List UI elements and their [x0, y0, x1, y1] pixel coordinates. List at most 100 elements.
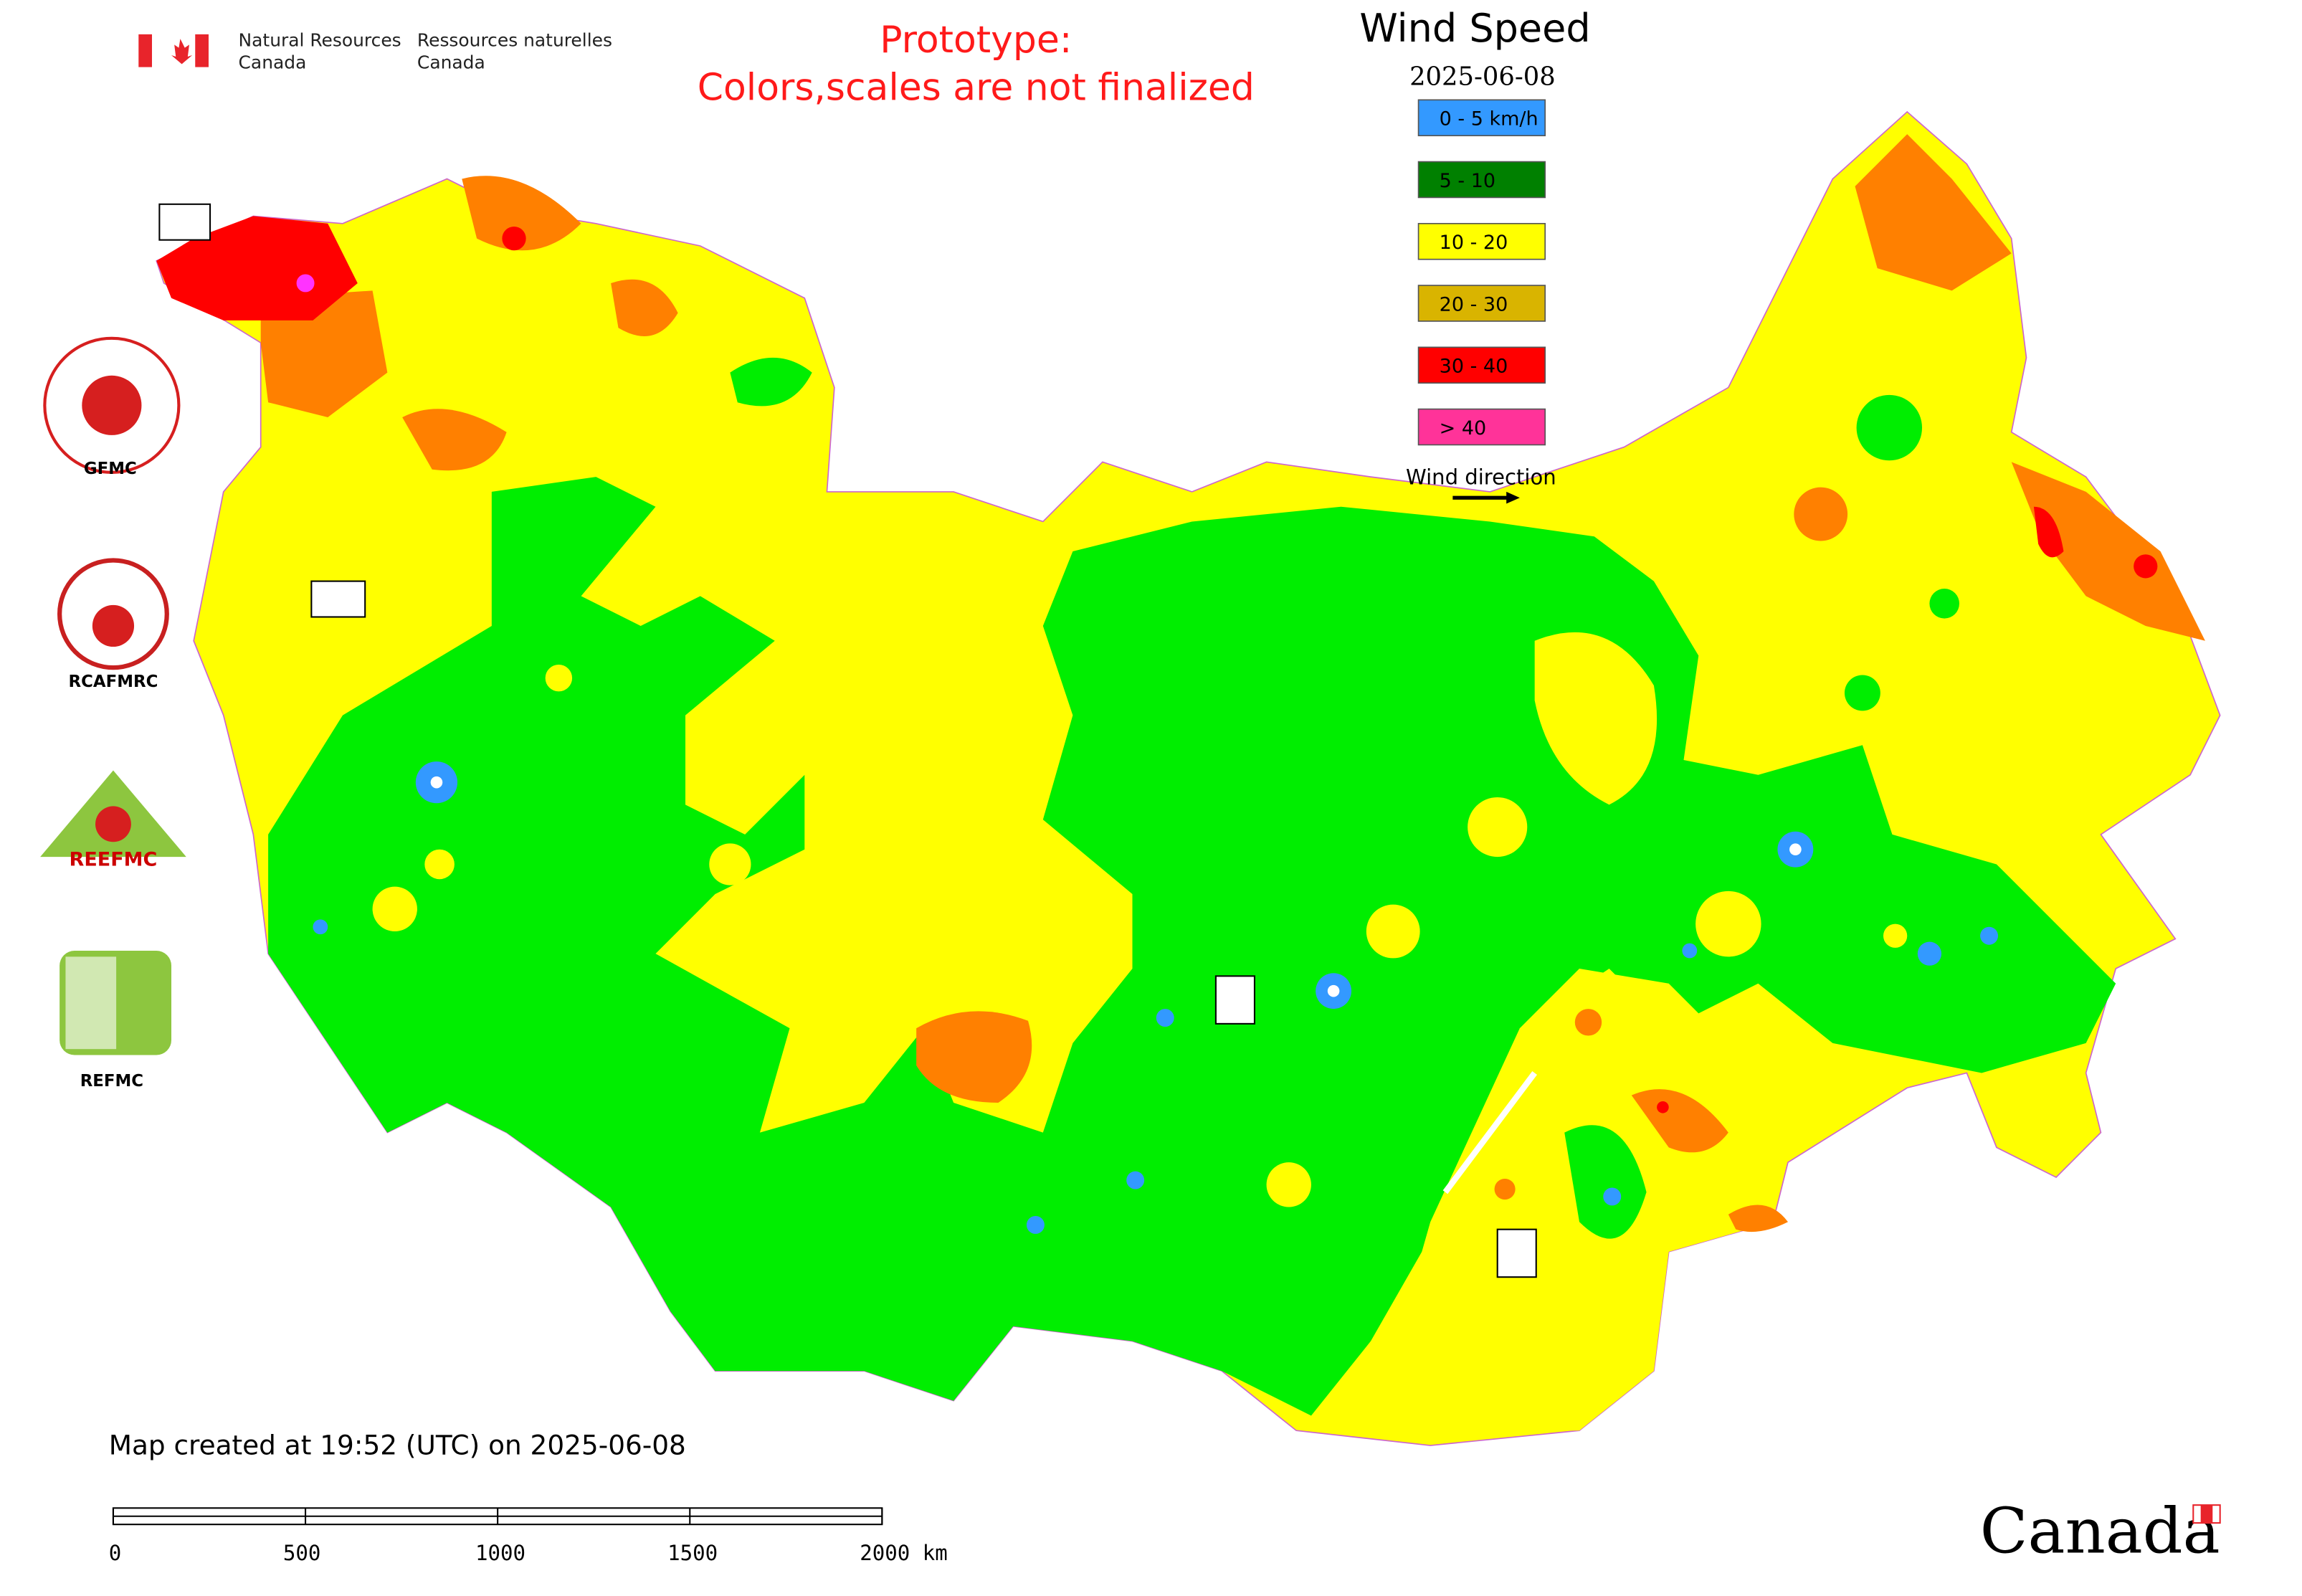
map-spot — [1789, 843, 1802, 856]
scale-label: 1000 — [475, 1541, 525, 1565]
map-spot — [313, 919, 328, 935]
marker — [158, 203, 211, 241]
legend-swatch — [1417, 285, 1546, 322]
lake — [1442, 1070, 1537, 1194]
map-spot — [1468, 797, 1528, 858]
legend-title: Wind Speed — [1359, 6, 1590, 51]
map-spot — [1844, 675, 1880, 711]
region-orange — [916, 1011, 1032, 1103]
map-spot — [1603, 1187, 1622, 1206]
legend-label: 5 - 10 — [1440, 170, 1495, 192]
map-spot — [430, 776, 443, 789]
map-spot — [709, 843, 751, 885]
map-spot — [908, 640, 939, 671]
agency-en: Natural Resources — [239, 29, 401, 50]
map — [156, 110, 2221, 1446]
map-spot — [1574, 1009, 1602, 1036]
map-spot — [1266, 1162, 1311, 1207]
map-spot — [1883, 923, 1908, 948]
notice: Colors,scales are not finalized — [698, 66, 1255, 109]
region-orange — [1855, 134, 2012, 291]
region-orange — [1631, 1089, 1728, 1153]
map-spot — [1682, 943, 1698, 959]
scale-bar: 0 500 1000 1500 2000 km — [109, 1507, 948, 1565]
notice: Prototype: — [880, 19, 1072, 62]
agency-en: Canada — [239, 52, 307, 73]
map-spot — [1856, 394, 1923, 461]
map-spot — [502, 226, 526, 251]
map-spot — [2134, 554, 2158, 579]
footer: Map created at 19:52 (UTC) on 2025-06-08… — [109, 1429, 2221, 1568]
legend-label: 20 - 30 — [1440, 293, 1508, 315]
map-spot — [1980, 926, 1999, 945]
created-note: Map created at 19:52 (UTC) on 2025-06-08 — [109, 1429, 686, 1460]
region-yellow — [1534, 632, 1657, 805]
map-spot — [1917, 941, 1942, 966]
region-yellow — [1371, 968, 1774, 1431]
region-red — [156, 216, 358, 320]
legend-label: 30 - 40 — [1440, 356, 1508, 378]
legend-date: 2025-06-08 — [1409, 62, 1556, 92]
marker — [1214, 975, 1255, 1025]
agency-fr: Ressources naturelles — [417, 29, 612, 50]
legend-swatch — [1417, 346, 1546, 384]
legend-label: 10 - 20 — [1440, 232, 1508, 254]
map-markers — [158, 203, 1537, 1278]
region-orange — [1728, 1205, 1788, 1232]
spots — [296, 226, 2158, 1234]
scale-label: 2000 km — [860, 1541, 948, 1565]
legend-swatch — [1417, 99, 1546, 137]
map-spot — [1929, 588, 1959, 619]
region-orange — [462, 176, 581, 251]
flag-band — [195, 34, 209, 67]
map-spot — [1156, 1009, 1174, 1027]
region-orange — [402, 409, 507, 471]
map-spot — [1794, 487, 1848, 541]
region-red — [2033, 506, 2064, 558]
logo-label: REFMC — [80, 1072, 143, 1091]
region-green — [730, 357, 812, 407]
marker — [1496, 1228, 1537, 1278]
marker — [310, 580, 366, 618]
agency-fr: Canada — [417, 52, 485, 73]
map-spot — [424, 849, 455, 880]
scale-label: 1500 — [667, 1541, 718, 1565]
region-orange — [260, 290, 388, 417]
legend-label: 0 - 5 km/h — [1440, 108, 1538, 130]
logo — [95, 806, 131, 842]
map-spot — [1026, 1215, 1045, 1234]
header: Natural Resources Canada Ressources natu… — [138, 19, 1255, 109]
wordmark-flag — [2200, 1505, 2213, 1524]
scale-label: 500 — [283, 1541, 321, 1565]
map-spot — [1327, 984, 1340, 997]
map-spot — [1657, 1101, 1669, 1113]
map-spot — [372, 886, 417, 932]
logo-label: RCAFMRC — [69, 673, 158, 691]
map-spot — [1126, 1171, 1145, 1189]
map-spot — [296, 274, 315, 293]
scale-label: 0 — [109, 1541, 122, 1565]
logo-label: GFMC — [84, 460, 137, 478]
legend-label: > 40 — [1440, 417, 1487, 440]
map-spot — [1695, 890, 1761, 957]
logos: REEFMC GFMC RCAFMRC REFMC — [40, 336, 186, 1091]
region-orange — [611, 279, 678, 336]
logo — [92, 604, 135, 647]
logo — [82, 375, 142, 435]
legend: Wind Speed 2025-06-08 Wind direction 0 -… — [1359, 6, 1591, 504]
legend-swatch — [1417, 408, 1546, 446]
region-orange — [2011, 462, 2205, 641]
canada-wordmark: Canada — [1980, 1495, 2220, 1568]
direction-label: Wind direction — [1406, 465, 1556, 490]
direction-arrow-head — [1506, 491, 1520, 504]
map-spot — [1366, 904, 1420, 959]
map-spot — [545, 664, 573, 692]
logo — [65, 956, 117, 1050]
map-spot — [1494, 1179, 1516, 1200]
logo-wordmark: REEFMC — [70, 849, 158, 871]
legend-swatch — [1417, 222, 1546, 260]
flag-band — [138, 34, 152, 67]
region-green — [1564, 1125, 1647, 1239]
flag-leaf — [171, 39, 193, 65]
